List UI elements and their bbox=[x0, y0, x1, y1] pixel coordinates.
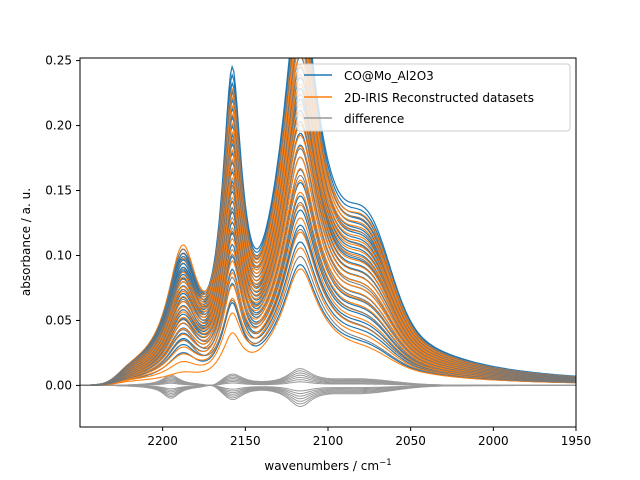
y-tick-label: 0.10 bbox=[45, 248, 72, 262]
legend-label-reconstructed: 2D-IRIS Reconstructed datasets bbox=[344, 91, 534, 105]
y-tick-label: 0.05 bbox=[45, 313, 72, 327]
x-tick-label: 2000 bbox=[478, 434, 509, 448]
difference-overlay-curve bbox=[80, 201, 576, 386]
plot-curves bbox=[80, 58, 576, 408]
y-tick-label: 0.00 bbox=[45, 378, 72, 392]
difference-overlay-curve bbox=[80, 120, 576, 386]
y-tick-label: 0.15 bbox=[45, 184, 72, 198]
x-axis-ticks: 2200 2150 2100 2050 2000 1950 bbox=[147, 427, 591, 448]
difference-overlay-curve bbox=[80, 93, 576, 386]
difference-overlay-curve bbox=[80, 66, 576, 386]
x-tick-label: 2050 bbox=[395, 434, 426, 448]
difference-overlay-curve bbox=[80, 58, 576, 386]
legend-label-difference: difference bbox=[344, 112, 404, 126]
x-tick-label: 1950 bbox=[561, 434, 592, 448]
legend-label-measured: CO@Mo_Al2O3 bbox=[344, 69, 434, 83]
y-axis-ticks: 0.00 0.05 0.10 0.15 0.20 0.25 bbox=[45, 54, 80, 392]
difference-overlay-curve bbox=[80, 58, 576, 386]
difference-overlay-curve bbox=[80, 147, 576, 386]
x-axis-label: wavenumbers / cm−1 bbox=[264, 458, 391, 473]
legend-box bbox=[296, 63, 571, 132]
y-tick-label: 0.20 bbox=[45, 119, 72, 133]
difference-overlay-curve bbox=[80, 174, 576, 386]
x-tick-label: 2100 bbox=[313, 434, 344, 448]
reconstructed-curve bbox=[80, 268, 576, 386]
difference-curve bbox=[80, 384, 576, 397]
x-tick-label: 2150 bbox=[230, 434, 261, 448]
difference-overlay-curve bbox=[80, 255, 576, 386]
y-axis-label: absorbance / a. u. bbox=[19, 188, 33, 296]
legend: CO@Mo_Al2O3 2D-IRIS Reconstructed datase… bbox=[296, 63, 571, 132]
difference-overlay-curve bbox=[80, 228, 576, 386]
y-tick-label: 0.25 bbox=[45, 54, 72, 68]
x-tick-label: 2200 bbox=[147, 434, 178, 448]
